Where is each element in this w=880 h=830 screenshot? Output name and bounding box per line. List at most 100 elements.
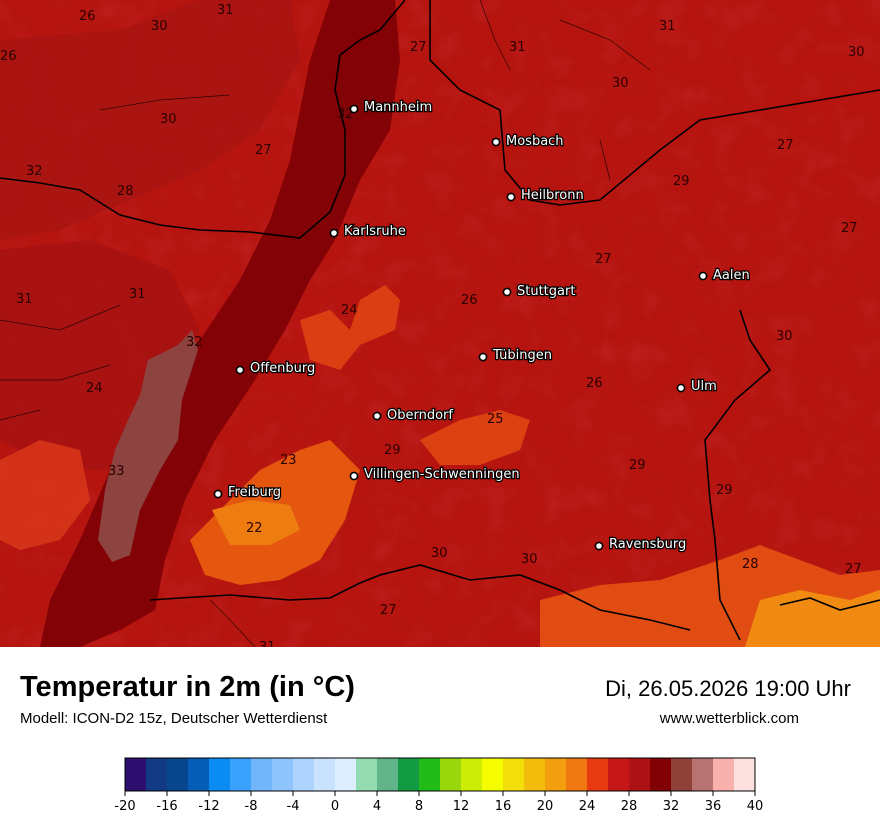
hottest-area: [98, 330, 198, 562]
forecast-datetime: Di, 26.05.2026 19:00 Uhr: [605, 676, 851, 701]
warm-area-northwest: [0, 0, 300, 240]
temperature-value: 26: [79, 9, 96, 24]
temperature-value: 31: [259, 640, 276, 647]
legend-swatch: [146, 758, 168, 791]
legend-tick-label: -8: [245, 799, 258, 814]
legend-swatch: [167, 758, 189, 791]
city-marker-ravensburg: Ravensburg: [594, 536, 688, 553]
temperature-value: 28: [117, 184, 134, 199]
city-label-freiburg: Freiburg: [228, 485, 281, 500]
legend-swatch: [398, 758, 420, 791]
city-label-heilbronn: Heilbronn: [521, 188, 584, 203]
legend-swatch: [335, 758, 357, 791]
city-marker-heilbronn: Heilbronn: [506, 187, 585, 204]
cities: Mannheim Mosbach Heilbronn Karlsruhe Aal…: [213, 99, 751, 553]
city-marker-mannheim: Mannheim: [349, 99, 433, 116]
state-borders: [0, 0, 880, 641]
city-marker-freiburg: Freiburg: [213, 484, 282, 501]
legend-swatches: [125, 758, 756, 791]
temperature-value: 29: [673, 174, 690, 189]
legend-swatch: [461, 758, 483, 791]
legend-swatch: [545, 758, 567, 791]
temperature-value: 29: [629, 458, 646, 473]
temperature-value: 31: [659, 19, 676, 34]
legend-tick-label: 40: [747, 799, 764, 814]
temperature-value: 26: [0, 49, 17, 64]
temperature-value: 30: [612, 76, 629, 91]
city-marker-ulm: Ulm: [676, 378, 718, 395]
legend-swatch: [671, 758, 693, 791]
legend-swatch: [314, 758, 336, 791]
legend-tick-label: 12: [453, 799, 470, 814]
city-marker-offenburg: Offenburg: [235, 360, 317, 377]
city-label-oberndorf: Oberndorf: [387, 408, 453, 423]
temperature-value: 32: [26, 164, 43, 179]
temperature-value: 27: [255, 143, 272, 158]
map-title: Temperatur in 2m (in °C): [20, 671, 355, 703]
temperature-value: 27: [410, 40, 427, 55]
legend-tick-label: 8: [415, 799, 423, 814]
temperature-value: 30: [431, 546, 448, 561]
legend-tick-label: 0: [331, 799, 339, 814]
temperature-value: 29: [384, 443, 401, 458]
legend-swatch: [650, 758, 672, 791]
temperature-values: 26 30 31 31 30 26 27 31 30 30 27 32 32 2…: [0, 3, 865, 647]
legend-swatch: [482, 758, 504, 791]
city-marker-villingen-schwenningen: Villingen-Schwenningen: [349, 466, 521, 483]
legend-swatch: [125, 758, 147, 791]
temperature-value: 22: [246, 521, 263, 536]
city-label-mosbach: Mosbach: [506, 134, 564, 149]
legend-swatch: [209, 758, 231, 791]
legend-tick-label: 4: [373, 799, 381, 814]
temperature-value: 30: [160, 112, 177, 127]
legend-tick-label: -4: [287, 799, 300, 814]
legend-border: [124, 757, 756, 792]
city-marker-stuttgart: Stuttgart: [502, 283, 577, 300]
temperature-value: 31: [509, 40, 526, 55]
city-label-ravensburg: Ravensburg: [609, 537, 686, 552]
city-label-aalen: Aalen: [713, 268, 750, 283]
temperature-value: 30: [521, 552, 538, 567]
legend-swatch: [608, 758, 630, 791]
legend-swatch: [356, 758, 378, 791]
temperature-value: 27: [777, 138, 794, 153]
legend-swatch: [251, 758, 273, 791]
legend-tick-label: 32: [663, 799, 680, 814]
legend-swatch: [587, 758, 609, 791]
city-label-ulm: Ulm: [691, 379, 717, 394]
legend-tick-label: -12: [198, 799, 219, 814]
temperature-value: 26: [586, 376, 603, 391]
legend-swatch: [440, 758, 462, 791]
city-label-mannheim: Mannheim: [364, 100, 432, 115]
cool-area-alps-edge: [745, 590, 880, 647]
cool-area-upper-black-forest: [212, 500, 300, 545]
temperature-value: 32: [186, 335, 203, 350]
legend-swatch: [629, 758, 651, 791]
legend-swatch: [566, 758, 588, 791]
cool-area-black-forest: [300, 285, 400, 370]
legend-tick-label: 36: [705, 799, 722, 814]
legend-swatch: [503, 758, 525, 791]
legend-ticks: -20 -16 -12 -8 -4 0 4 8 12 16 20 24 28 32 36 40: [114, 791, 763, 814]
map-subtitle: Modell: ICON-D2 15z, Deutscher Wetterdie…: [20, 710, 328, 727]
district-borders: [0, 0, 651, 647]
city-marker-oberndorf: Oberndorf: [372, 407, 455, 424]
cool-area-swabian-alb: [420, 410, 530, 465]
legend-tick-label: -16: [156, 799, 177, 814]
temperature-value: 31: [16, 292, 33, 307]
legend-swatch: [524, 758, 546, 791]
website-link[interactable]: www.wetterblick.com: [659, 710, 799, 727]
legend-swatch: [293, 758, 315, 791]
temperature-value: 31: [129, 287, 146, 302]
legend-swatch: [713, 758, 735, 791]
temperature-value: 31: [217, 3, 234, 18]
legend-swatch: [188, 758, 210, 791]
temperature-value: 27: [595, 252, 612, 267]
city-marker-tuebingen: Tübingen: [478, 347, 553, 364]
city-label-offenburg: Offenburg: [250, 361, 315, 376]
temperature-value: 27: [841, 221, 858, 236]
city-label-karlsruhe: Karlsruhe: [344, 224, 406, 239]
temperature-value: 27: [380, 603, 397, 618]
temperature-value: 33: [108, 464, 125, 479]
temperature-value: 23: [280, 453, 297, 468]
